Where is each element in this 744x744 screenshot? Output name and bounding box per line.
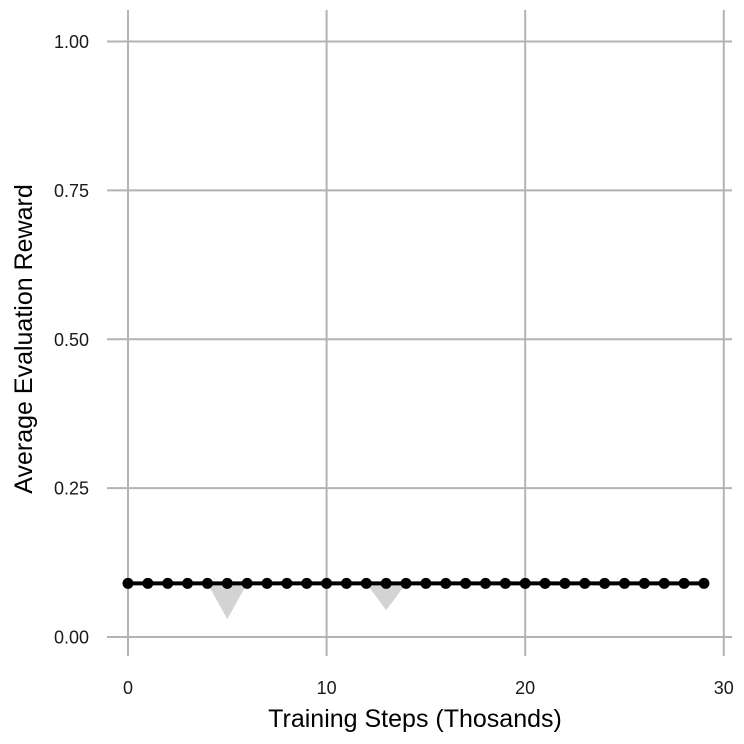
- tick-labels: 0.00 0.25 0.50 0.75 1.00 0 10 20 30: [54, 32, 734, 698]
- data-point: [698, 577, 710, 589]
- x-tick-label: 30: [714, 678, 734, 698]
- data-point: [321, 577, 333, 589]
- x-tick-label: 20: [515, 678, 535, 698]
- data-point: [420, 577, 432, 589]
- y-tick-label: 1.00: [54, 32, 89, 52]
- data-point: [142, 577, 154, 589]
- data-point: [479, 577, 491, 589]
- data-point: [281, 577, 293, 589]
- reward-series: [122, 577, 710, 589]
- data-point: [579, 577, 591, 589]
- data-point: [340, 577, 352, 589]
- confidence-ribbon: [128, 583, 704, 620]
- data-point: [539, 577, 551, 589]
- data-point: [261, 577, 273, 589]
- x-tick-label: 10: [317, 678, 337, 698]
- data-point: [559, 577, 571, 589]
- x-axis-title: Training Steps (Thosands): [268, 705, 562, 733]
- data-point: [182, 577, 194, 589]
- data-point: [658, 577, 670, 589]
- data-point: [499, 577, 511, 589]
- data-point: [400, 577, 412, 589]
- y-tick-label: 0.00: [54, 628, 89, 648]
- y-axis-title: Average Evaluation Reward: [10, 184, 38, 493]
- data-point: [460, 577, 472, 589]
- data-point: [599, 577, 611, 589]
- data-point: [619, 577, 630, 589]
- grid-lines: [107, 10, 732, 656]
- data-point: [162, 577, 174, 589]
- data-point: [380, 577, 392, 589]
- data-point: [440, 577, 452, 589]
- data-point: [221, 577, 233, 589]
- confidence-band: [128, 583, 704, 620]
- data-point: [301, 577, 313, 589]
- data-point: [360, 577, 372, 589]
- data-point: [678, 577, 690, 589]
- data-point: [519, 577, 531, 589]
- y-tick-label: 0.75: [54, 181, 89, 201]
- data-point: [201, 577, 213, 589]
- y-tick-label: 0.50: [54, 330, 89, 350]
- x-tick-label: 0: [123, 678, 133, 698]
- data-point: [638, 577, 650, 589]
- y-tick-label: 0.25: [54, 479, 89, 499]
- data-point: [122, 577, 134, 589]
- data-point: [241, 577, 253, 589]
